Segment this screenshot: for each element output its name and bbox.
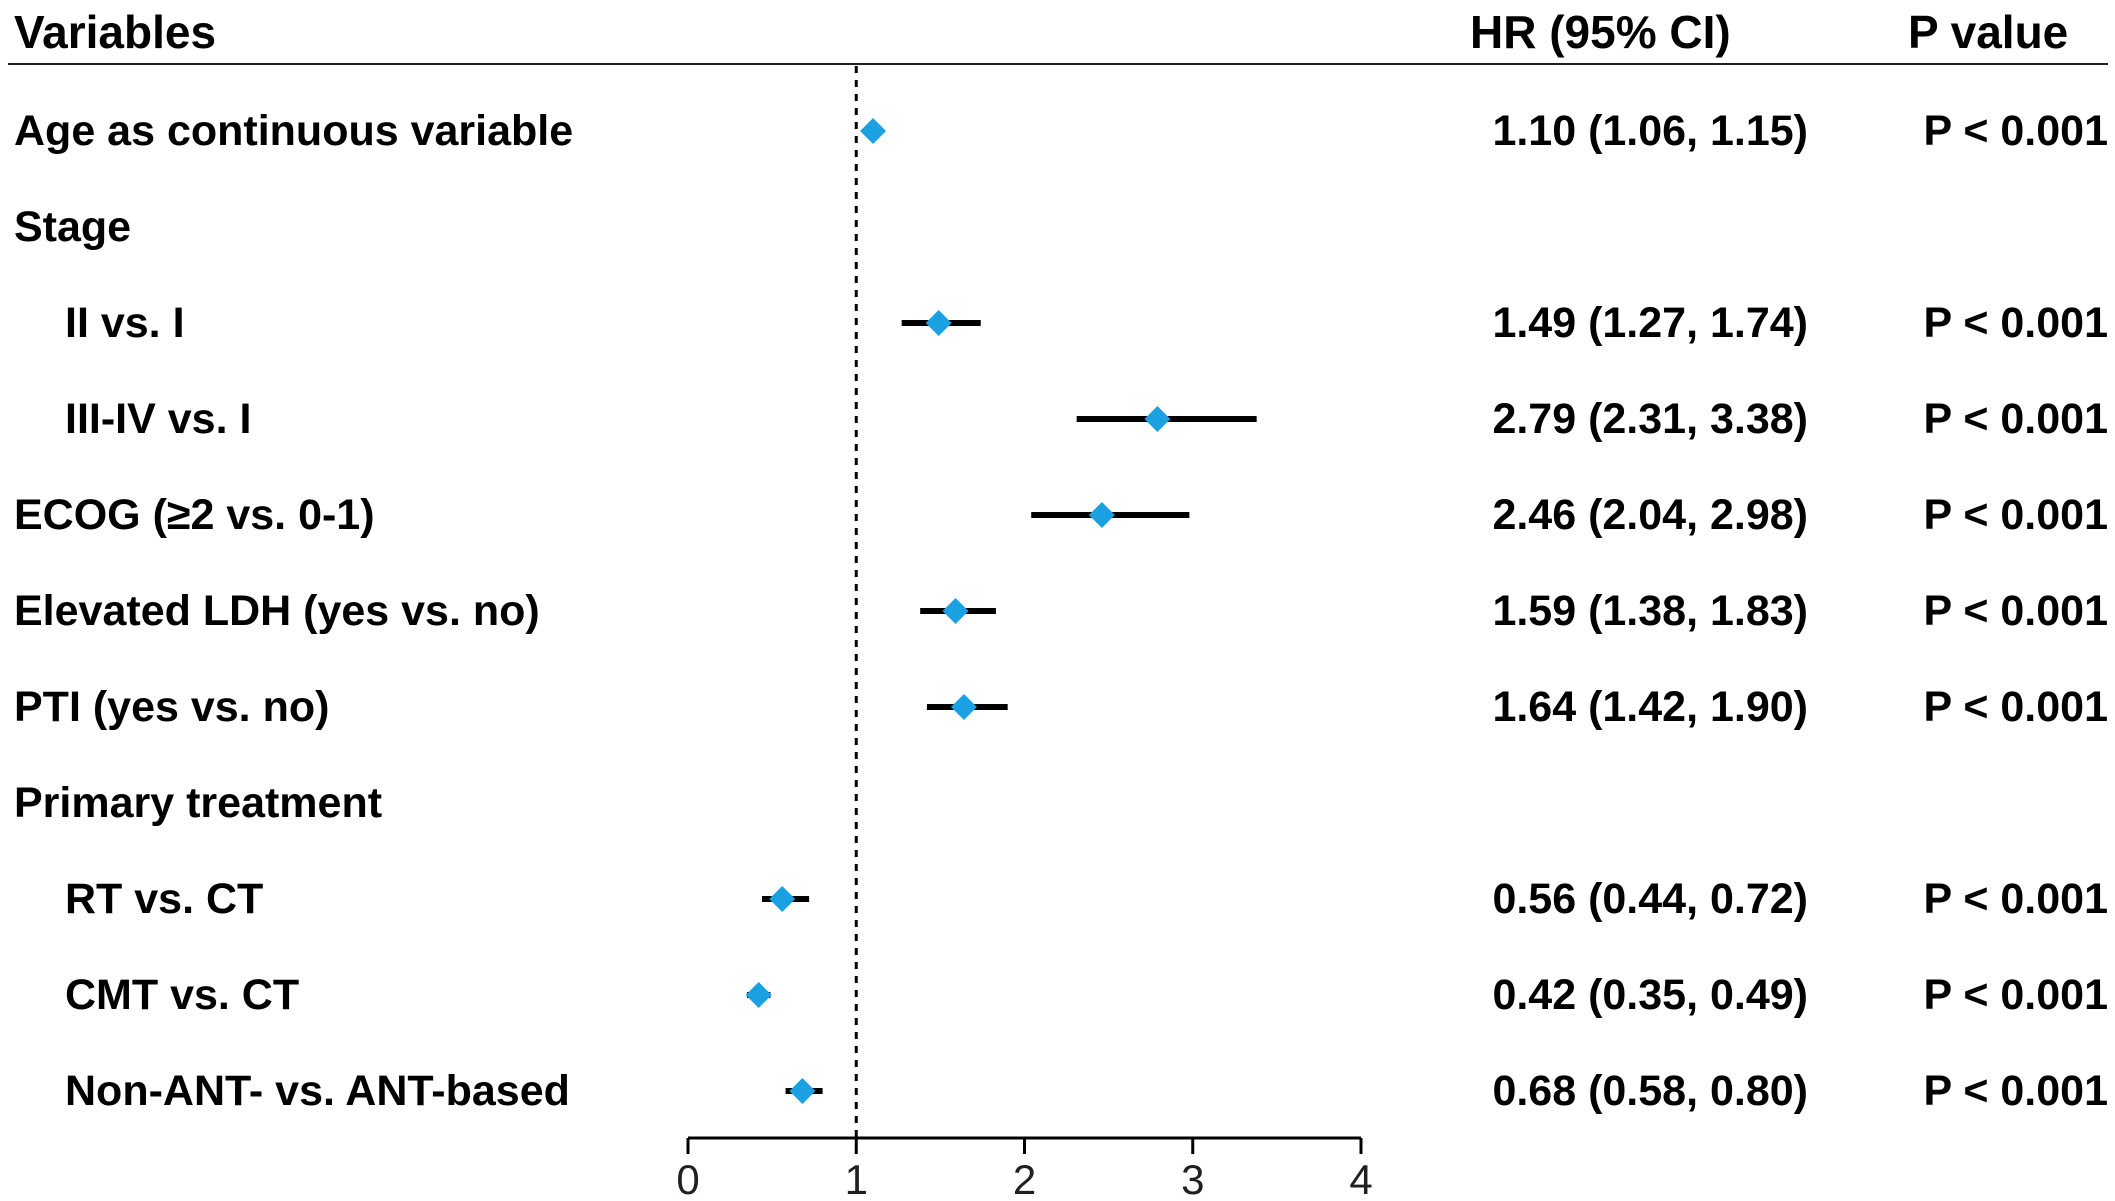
forest-row: II vs. I 1.49 (1.27, 1.74) P < 0.001 (65, 299, 2108, 347)
x-tick-label: 0 (676, 1156, 699, 1201)
x-axis: 0 1 2 3 4 (676, 1136, 1373, 1201)
p-value-text: P < 0.001 (1923, 875, 2108, 923)
row-label: PTI (yes vs. no) (14, 683, 329, 731)
row-label: Age as continuous variable (14, 107, 573, 155)
hr-ci-text: 2.46 (2.04, 2.98) (1492, 491, 1808, 539)
row-label: CMT vs. CT (65, 971, 299, 1019)
hr-ci-text: 1.59 (1.38, 1.83) (1492, 587, 1808, 635)
p-value-text: P < 0.001 (1923, 299, 2108, 347)
x-tick-label: 3 (1181, 1156, 1204, 1201)
header-p-value: P value (1908, 6, 2068, 58)
forest-row: Age as continuous variable 1.10 (1.06, 1.… (14, 107, 2108, 155)
forest-row: Non-ANT- vs. ANT-based 0.68 (0.58, 0.80) P… (65, 1067, 2108, 1115)
hr-point (925, 310, 952, 336)
hr-ci-text: 1.49 (1.27, 1.74) (1492, 299, 1808, 347)
row-label: Non-ANT- vs. ANT-based (65, 1067, 570, 1115)
hr-ci-text: 0.56 (0.44, 0.72) (1492, 875, 1808, 923)
hr-point (745, 982, 772, 1008)
hr-point (1088, 502, 1115, 528)
row-label: ECOG (≥2 vs. 0-1) (14, 491, 375, 539)
hr-ci-text: 1.10 (1.06, 1.15) (1492, 107, 1808, 155)
row-label: Elevated LDH (yes vs. no) (14, 587, 540, 635)
p-value-text: P < 0.001 (1923, 971, 2108, 1019)
row-label: III-IV vs. I (65, 395, 251, 443)
p-value-text: P < 0.001 (1923, 107, 2108, 155)
hr-ci-text: 0.42 (0.35, 0.49) (1492, 971, 1808, 1019)
forest-row: ECOG (≥2 vs. 0-1) 2.46 (2.04, 2.98) P < 0.… (14, 491, 2108, 539)
hr-point (789, 1078, 816, 1104)
forest-row: RT vs. CT 0.56 (0.44, 0.72) P < 0.001 (65, 875, 2108, 923)
row-label: Primary treatment (14, 779, 382, 827)
p-value-text: P < 0.001 (1923, 395, 2108, 443)
p-value-text: P < 0.001 (1923, 587, 2108, 635)
x-tick-label: 1 (845, 1156, 868, 1201)
hr-point (950, 694, 977, 720)
hr-point (1144, 406, 1171, 432)
header-hr: HR (95% CI) (1470, 6, 1731, 58)
x-tick-label: 4 (1349, 1156, 1372, 1201)
x-tick-label: 2 (1013, 1156, 1036, 1201)
p-value-text: P < 0.001 (1923, 683, 2108, 731)
hr-point (769, 886, 796, 912)
header-variables: Variables (14, 6, 216, 58)
hr-point (942, 598, 969, 624)
forest-row: Elevated LDH (yes vs. no) 1.59 (1.38, 1.8… (14, 587, 2108, 635)
forest-row: Stage (14, 203, 131, 251)
forest-row: Primary treatment (14, 779, 382, 827)
hr-ci-text: 0.68 (0.58, 0.80) (1492, 1067, 1808, 1115)
row-label: II vs. I (65, 299, 185, 347)
hr-ci-text: 1.64 (1.42, 1.90) (1492, 683, 1808, 731)
hr-ci-text: 2.79 (2.31, 3.38) (1492, 395, 1808, 443)
row-label: Stage (14, 203, 131, 251)
forest-row: PTI (yes vs. no) 1.64 (1.42, 1.90) P < 0.0… (14, 683, 2108, 731)
hr-point (860, 118, 887, 144)
p-value-text: P < 0.001 (1923, 1067, 2108, 1115)
forest-row: III-IV vs. I 2.79 (2.31, 3.38) P < 0.001 (65, 395, 2108, 443)
row-label: RT vs. CT (65, 875, 263, 923)
p-value-text: P < 0.001 (1923, 491, 2108, 539)
forest-row: CMT vs. CT 0.42 (0.35, 0.49) P < 0.001 (65, 971, 2108, 1019)
